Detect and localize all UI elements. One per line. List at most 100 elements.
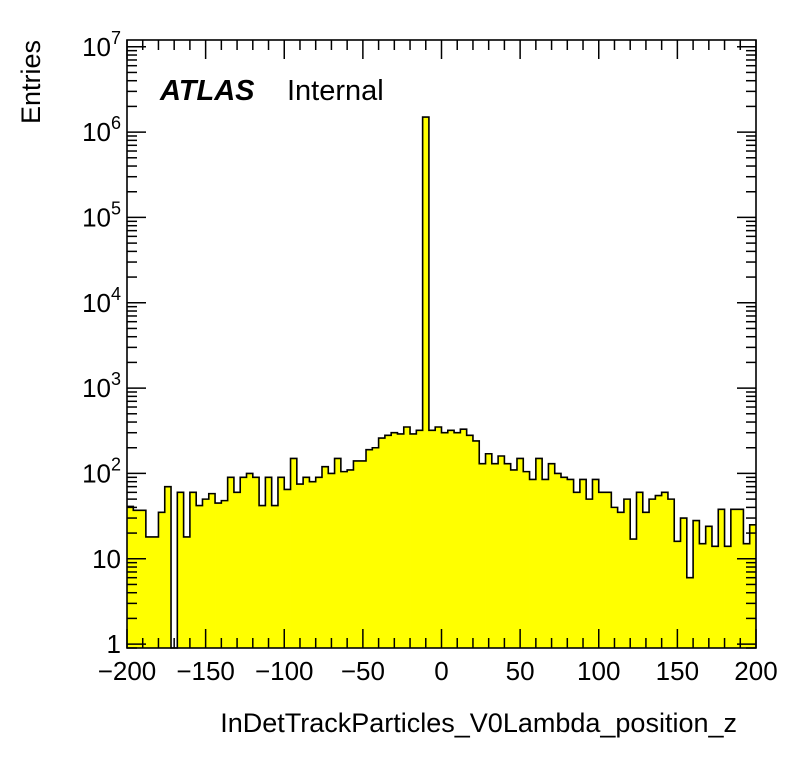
histogram-bin-bar	[252, 477, 260, 648]
histogram-bin-bar	[416, 430, 424, 648]
histogram-bin-bar	[447, 430, 455, 648]
y-tick-label: 105	[82, 198, 121, 232]
x-tick-label: −200	[98, 656, 157, 686]
histogram-bin-bar	[265, 477, 273, 648]
histogram-bin-bar	[164, 486, 172, 648]
histogram-bin-bar	[145, 536, 153, 648]
histogram-bin-bar	[233, 492, 241, 648]
histogram-bin-bar	[567, 479, 574, 648]
histogram-bin-bar	[378, 438, 386, 648]
histogram-bin-bar	[246, 473, 254, 648]
histogram-bin-bar	[598, 492, 606, 648]
histogram-bin-bar	[516, 458, 524, 648]
histogram-bin-bar	[611, 507, 619, 648]
histogram-bin-bar	[491, 463, 499, 648]
histogram-bin-bar	[259, 505, 266, 648]
x-tick-label: −100	[255, 656, 314, 686]
histogram-bin-bar	[466, 435, 474, 648]
histogram-bin-bar	[724, 546, 732, 648]
histogram-bin-bar	[315, 477, 323, 648]
x-tick-label: −150	[176, 656, 235, 686]
histogram-bin-bar	[680, 518, 688, 648]
y-tick-label: 103	[82, 369, 121, 403]
histogram-bin-bar	[334, 458, 342, 648]
histogram-bin-bar	[309, 481, 317, 648]
y-tick-label: 106	[82, 113, 121, 147]
histogram-bin-bar	[718, 509, 725, 648]
y-tick-labels: 1 10 102 103 104 105 106 107	[82, 28, 121, 659]
histogram-bin-bar	[340, 471, 348, 648]
histogram-bin-bar	[586, 499, 593, 648]
histogram-bin-bar	[667, 499, 675, 648]
internal-label: Internal	[287, 75, 384, 107]
histogram-bin-bar	[221, 500, 229, 648]
histogram-bin-bar	[485, 453, 493, 648]
y-tick-label: 1	[107, 629, 121, 659]
x-tick-label: 0	[434, 656, 448, 686]
histogram-bin-bar	[133, 510, 140, 648]
histogram-bin-bar	[711, 546, 719, 648]
y-tick-label: 107	[82, 28, 121, 62]
histogram-bin-bar	[372, 447, 379, 648]
histogram-bin-bar	[523, 471, 530, 648]
histogram-bin-bar	[554, 473, 562, 648]
histogram-bin-bar	[548, 463, 556, 648]
histogram-bin-bar	[649, 499, 656, 648]
histogram-bin-bar	[384, 435, 392, 648]
x-axis-title: InDetTrackParticles_V0Lambda_position_z	[220, 708, 737, 738]
histogram-bin-bar	[227, 477, 235, 648]
histogram-bin-bar	[479, 463, 486, 648]
histogram-bin-bar	[630, 539, 637, 648]
histogram-bin-bar	[743, 543, 751, 648]
histogram-bin-bar	[177, 492, 185, 648]
histogram-outline	[127, 116, 756, 649]
histogram-bin-bar	[693, 520, 700, 648]
histogram-bin-bar	[460, 429, 468, 648]
histogram-bin-bar	[623, 499, 631, 648]
histogram-bin-bar	[410, 433, 417, 648]
histogram-bin-bar	[240, 477, 247, 648]
histogram-bin-bar	[391, 432, 398, 648]
histogram-bin-bar	[510, 469, 518, 648]
histogram-bin-bar	[347, 469, 354, 648]
x-axis-ticks	[126, 40, 757, 648]
histogram-bin-bar	[579, 479, 587, 648]
histogram-bin-bar	[290, 458, 298, 648]
histogram-bin-bar	[655, 495, 663, 648]
histogram-bars	[127, 117, 757, 649]
histogram-bin-bar	[321, 466, 329, 648]
x-tick-label: 100	[577, 656, 620, 686]
x-tick-label: 50	[506, 656, 535, 686]
histogram-bin-bar	[158, 512, 166, 648]
histogram-bin-bar	[605, 492, 612, 648]
histogram-bin-bar	[737, 509, 744, 648]
histogram-bin-bar	[183, 536, 191, 648]
histogram-bin-bar	[196, 505, 203, 648]
histogram-bin-bar	[617, 512, 625, 648]
histogram-bin-bar	[542, 479, 549, 648]
histogram-bin-bar	[202, 499, 210, 648]
histogram-bin-bar	[328, 473, 335, 648]
histogram-bin-bar	[359, 460, 367, 648]
atlas-label: ATLAS	[159, 75, 255, 107]
x-tick-label: 150	[656, 656, 699, 686]
histogram-bin-bar	[529, 479, 537, 648]
histogram-bin-bar	[472, 440, 480, 648]
histogram-bin-bar	[277, 477, 285, 648]
histogram-bin-bar	[642, 512, 650, 648]
y-tick-label: 102	[82, 454, 121, 488]
histogram-bin-bar	[271, 505, 279, 648]
histogram-bin-bar	[535, 458, 543, 648]
histogram-bin-bar	[749, 524, 757, 648]
histogram-bin-bar	[661, 492, 669, 648]
histogram-bin-bar	[561, 477, 568, 648]
y-axis-title: Entries	[16, 40, 46, 124]
histogram-bin-bar	[366, 449, 373, 648]
histogram-bin-bar	[189, 492, 197, 648]
histogram-bin-bar	[139, 510, 147, 648]
histogram-bin-bar	[296, 484, 304, 648]
histogram-bin-bar	[686, 577, 694, 648]
histogram-bin-bar	[435, 426, 442, 648]
histogram-bin-bar	[422, 117, 430, 649]
histogram-bin-bar	[353, 460, 361, 648]
